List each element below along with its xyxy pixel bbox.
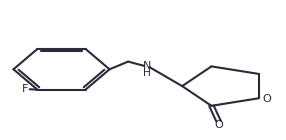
Text: F: F (22, 84, 29, 94)
Text: H: H (143, 68, 151, 78)
Text: O: O (262, 94, 271, 104)
Text: N: N (142, 61, 151, 71)
Text: O: O (215, 120, 224, 130)
